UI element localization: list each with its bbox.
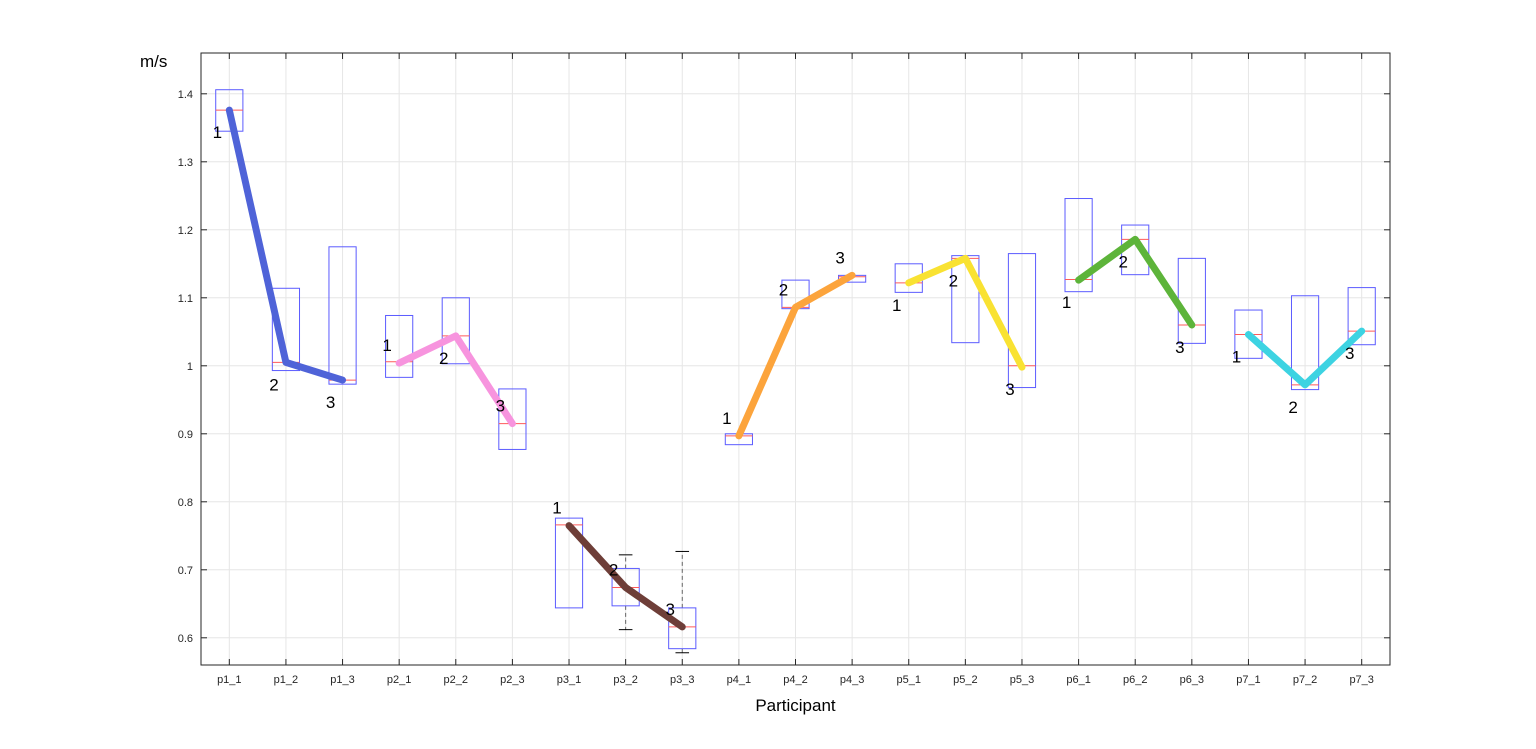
series-lines bbox=[225, 106, 1366, 631]
x-axis-ticks: p1_1 p1_2 p1_3 p2_1 p2_2 p2_3 p3_1 p3_2 p3_3 p4_1… bbox=[217, 53, 1374, 686]
box bbox=[328, 246, 357, 385]
point-label: 1 bbox=[892, 296, 901, 315]
y-tick-label: 0.6 bbox=[178, 633, 193, 645]
y-tick-label: 1.4 bbox=[178, 89, 193, 101]
point-label: 2 bbox=[779, 280, 788, 299]
point-label: 2 bbox=[269, 375, 278, 394]
x-tick-label: p2_1 bbox=[387, 674, 411, 686]
y-tick-label: 1.2 bbox=[178, 225, 193, 237]
x-tick-label: p4_3 bbox=[840, 674, 864, 686]
point-label: 2 bbox=[439, 349, 448, 368]
point-label: 1 bbox=[1232, 348, 1241, 367]
x-tick-label: p1_1 bbox=[217, 674, 241, 686]
grid bbox=[201, 53, 1390, 665]
y-axis-ticks: 0.6 0.7 0.8 0.9 1 1.1 1.2 1.3 1.4 bbox=[178, 89, 1390, 645]
box bbox=[498, 388, 527, 450]
y-tick-label: 1.1 bbox=[178, 293, 193, 305]
x-tick-label: p7_2 bbox=[1293, 674, 1317, 686]
box bbox=[1064, 198, 1093, 293]
x-tick-label: p6_2 bbox=[1123, 674, 1147, 686]
point-label: 3 bbox=[1345, 344, 1354, 363]
box bbox=[1347, 287, 1376, 346]
series-line bbox=[1075, 235, 1196, 329]
box bbox=[1007, 253, 1037, 389]
point-label: 2 bbox=[1118, 252, 1127, 271]
point-label: 1 bbox=[213, 123, 222, 142]
y-tick-label: 0.9 bbox=[178, 429, 193, 441]
box bbox=[385, 314, 414, 378]
series-line bbox=[225, 106, 347, 384]
y-axis-label: m/s bbox=[140, 52, 167, 71]
box bbox=[271, 287, 301, 372]
y-tick-label: 1 bbox=[187, 361, 193, 373]
box bbox=[554, 517, 584, 609]
series-line bbox=[1244, 327, 1366, 389]
x-tick-label: p3_2 bbox=[613, 674, 637, 686]
x-tick-label: p3_3 bbox=[670, 674, 694, 686]
x-tick-label: p2_2 bbox=[444, 674, 468, 686]
point-label: 2 bbox=[949, 271, 958, 290]
point-label: 3 bbox=[835, 248, 844, 267]
series-line bbox=[565, 522, 686, 631]
x-tick-label: p1_3 bbox=[330, 674, 354, 686]
series-line bbox=[395, 332, 516, 428]
x-tick-label: p6_3 bbox=[1180, 674, 1204, 686]
x-tick-label: p4_1 bbox=[727, 674, 751, 686]
x-tick-label: p5_1 bbox=[896, 674, 920, 686]
x-tick-label: p5_2 bbox=[953, 674, 977, 686]
box bbox=[1290, 295, 1320, 391]
x-tick-label: p5_3 bbox=[1010, 674, 1034, 686]
point-label: 3 bbox=[326, 393, 335, 412]
point-label: 1 bbox=[552, 499, 561, 518]
x-tick-label: p3_1 bbox=[557, 674, 581, 686]
series-line bbox=[905, 254, 1026, 371]
x-tick-label: p1_2 bbox=[274, 674, 298, 686]
y-tick-label: 0.8 bbox=[178, 497, 193, 509]
box bbox=[668, 607, 697, 650]
x-tick-label: p7_3 bbox=[1349, 674, 1373, 686]
point-label: 2 bbox=[1288, 398, 1297, 417]
point-label: 1 bbox=[382, 336, 391, 355]
x-tick-label: p2_3 bbox=[500, 674, 524, 686]
point-annotations: 1 2 3 1 2 3 1 2 3 1 2 3 1 2 3 1 2 3 1 2 3 bbox=[213, 123, 1355, 619]
point-label: 3 bbox=[1005, 380, 1014, 399]
x-tick-label: p4_2 bbox=[783, 674, 807, 686]
point-label: 1 bbox=[1062, 293, 1071, 312]
point-label: 3 bbox=[666, 600, 675, 619]
point-label: 3 bbox=[496, 397, 505, 416]
x-tick-label: p7_1 bbox=[1236, 674, 1260, 686]
point-label: 2 bbox=[609, 560, 618, 579]
x-axis-label: Participant bbox=[755, 696, 836, 715]
series-line bbox=[735, 271, 856, 440]
point-label: 1 bbox=[722, 409, 731, 428]
x-tick-label: p6_1 bbox=[1066, 674, 1090, 686]
y-tick-label: 1.3 bbox=[178, 157, 193, 169]
box bbox=[441, 297, 470, 365]
point-label: 3 bbox=[1175, 338, 1184, 357]
y-tick-label: 0.7 bbox=[178, 565, 193, 577]
